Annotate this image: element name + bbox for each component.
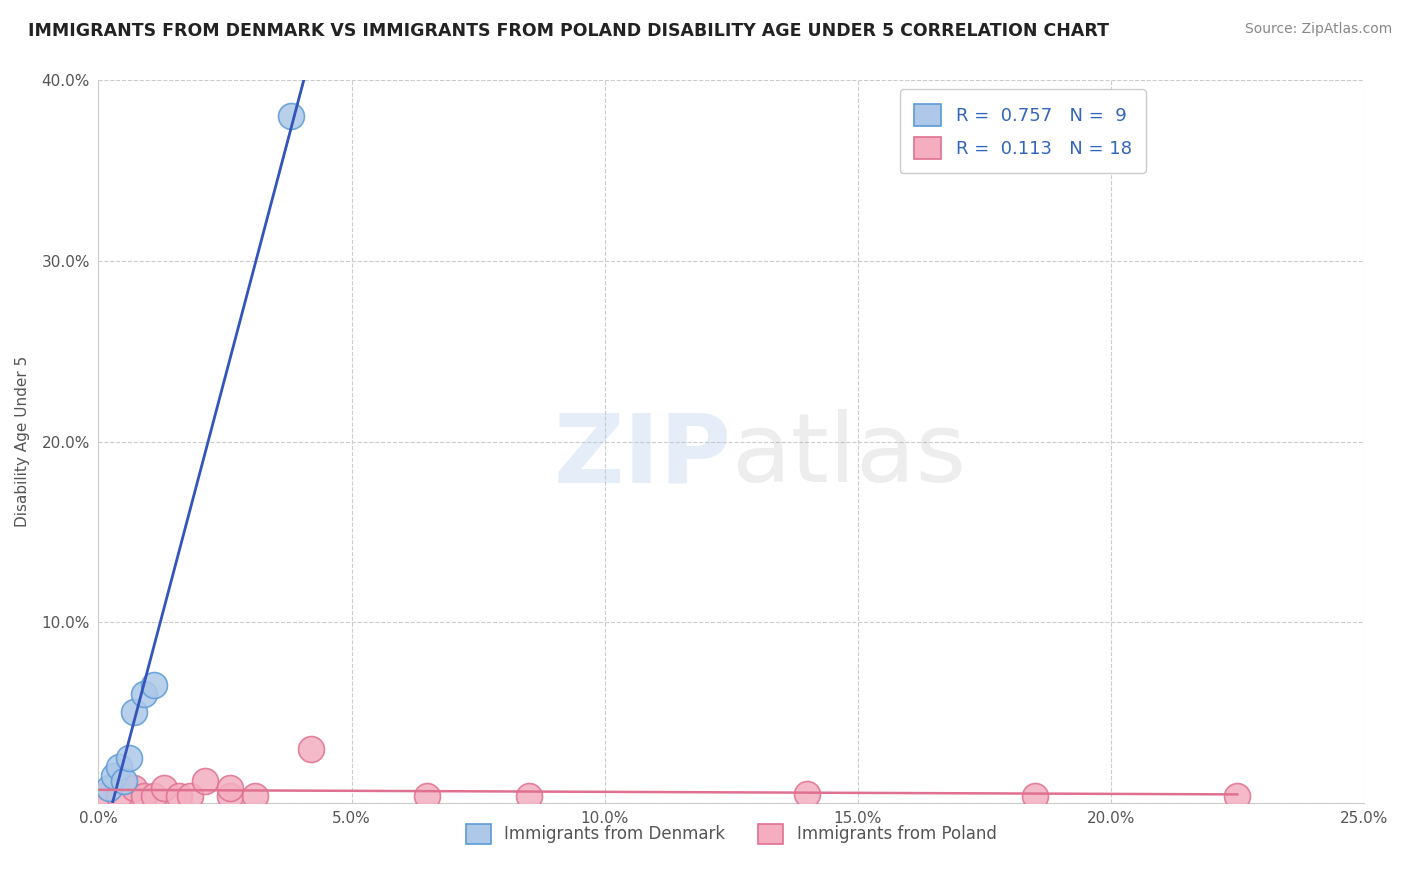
Point xyxy=(219,789,242,803)
Point xyxy=(153,781,176,796)
Point xyxy=(112,774,135,789)
Point xyxy=(132,789,155,803)
Point xyxy=(103,769,125,783)
Point xyxy=(517,789,540,803)
Text: atlas: atlas xyxy=(731,409,966,502)
Point xyxy=(143,789,166,803)
Text: Source: ZipAtlas.com: Source: ZipAtlas.com xyxy=(1244,22,1392,37)
Point xyxy=(93,789,115,803)
Legend: Immigrants from Denmark, Immigrants from Poland: Immigrants from Denmark, Immigrants from… xyxy=(457,815,1005,852)
Text: ZIP: ZIP xyxy=(553,409,731,502)
Point xyxy=(299,741,322,756)
Point xyxy=(1226,789,1249,803)
Point xyxy=(122,706,145,720)
Point xyxy=(280,109,302,123)
Point xyxy=(416,789,439,803)
Point xyxy=(143,678,166,692)
Point xyxy=(245,789,267,803)
Point xyxy=(107,760,129,774)
Point xyxy=(132,687,155,701)
Point xyxy=(169,789,191,803)
Point xyxy=(122,781,145,796)
Point xyxy=(118,750,141,764)
Point xyxy=(179,789,201,803)
Point xyxy=(107,789,129,803)
Point xyxy=(1024,789,1046,803)
Point xyxy=(219,781,242,796)
Text: IMMIGRANTS FROM DENMARK VS IMMIGRANTS FROM POLAND DISABILITY AGE UNDER 5 CORRELA: IMMIGRANTS FROM DENMARK VS IMMIGRANTS FR… xyxy=(28,22,1109,40)
Point xyxy=(97,781,120,796)
Y-axis label: Disability Age Under 5: Disability Age Under 5 xyxy=(15,356,31,527)
Point xyxy=(796,787,818,801)
Point xyxy=(194,774,217,789)
